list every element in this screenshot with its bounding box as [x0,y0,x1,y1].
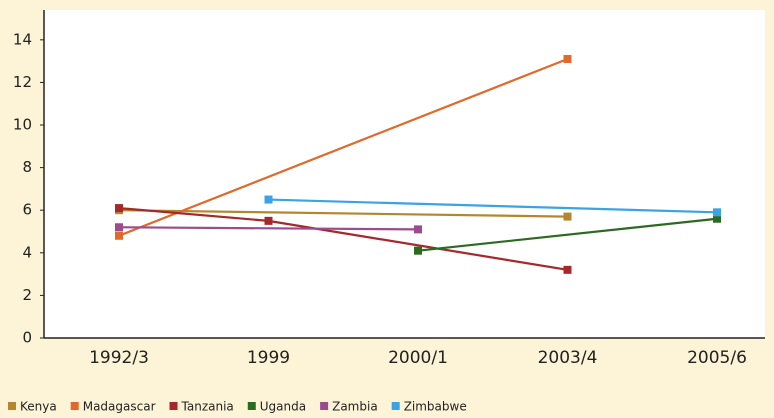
legend-label: Zimbabwe [404,400,467,414]
x-tick-label: 2003/4 [538,348,598,368]
y-tick-label: 2 [22,286,32,304]
legend-label: Uganda [260,400,306,414]
series-line [268,198,718,214]
y-tick-label: 6 [22,201,32,219]
point-marker [563,54,572,63]
series-line [118,226,419,231]
y-tick-label: 14 [13,30,32,48]
x-tick-label: 2005/6 [687,348,747,368]
legend-swatch [8,402,16,410]
point-marker [414,225,422,234]
legend-swatch [320,402,329,410]
series-line [417,217,718,252]
legend-swatch [169,402,178,410]
legend-swatch [70,402,79,410]
point-marker [115,223,123,232]
x-tick-label: 2000/1 [388,348,448,368]
x-tick-label: 1999 [247,348,290,368]
point-marker [713,214,721,223]
legend-swatch [247,402,256,410]
point-marker [563,212,572,221]
y-tick-label: 12 [13,73,32,91]
y-tick-label: 0 [22,329,32,347]
y-tick-label: 4 [22,243,32,261]
point-marker [563,265,572,274]
y-tick-label: 8 [22,158,32,176]
point-marker [115,204,123,213]
legend-label: Zambia [332,400,378,414]
point-marker [264,195,273,204]
series-line [118,209,568,218]
point-marker [713,208,721,217]
plot-area [44,10,765,338]
y-tick-label: 10 [13,116,32,134]
series-line [118,57,568,237]
point-marker [414,246,422,255]
point-marker [264,216,273,225]
legend-swatch [391,402,400,410]
legend-label: Tanzania [181,400,234,414]
legend-label: Kenya [20,400,57,414]
x-tick-label: 1992/3 [89,348,149,368]
series-line [118,206,269,222]
point-marker [115,231,123,240]
legend-label: Madagascar [83,400,156,414]
